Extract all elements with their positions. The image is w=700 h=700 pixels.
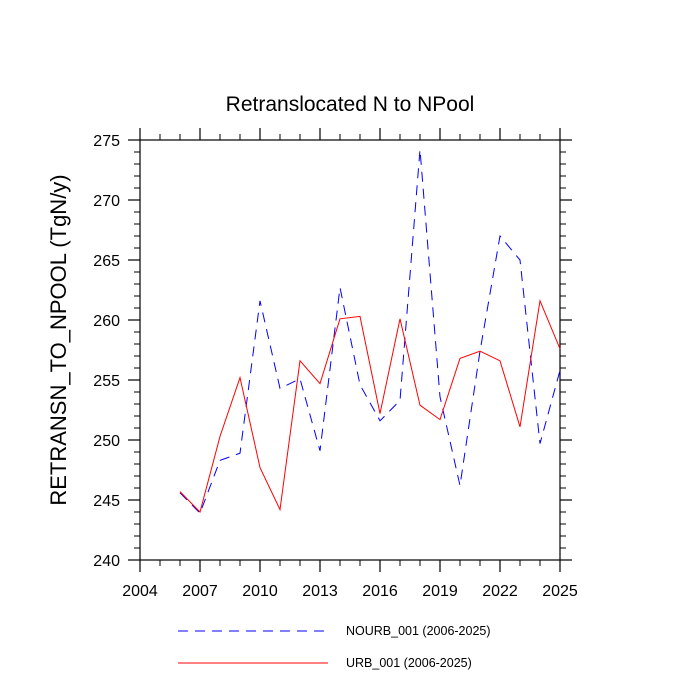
y-tick-label: 265 [93, 253, 120, 270]
legend: NOURB_001 (2006-2025) URB_001 (2006-2025) [178, 624, 491, 670]
tick-labels: 2004 2007 2010 2013 2016 2019 2022 2025 240 245 25… [93, 133, 578, 600]
chart-title: Retranslocated N to NPool [226, 93, 475, 116]
x-tick-label: 2013 [302, 583, 338, 600]
x-tick-label: 2022 [482, 583, 518, 600]
y-axis-label: RETRANSN_TO_NPOOL (TgN/y) [46, 174, 71, 505]
legend-label-2: URB_001 (2006-2025) [346, 656, 472, 670]
series-lines [179, 149, 561, 515]
x-tick-label: 2007 [182, 583, 218, 600]
y-tick-label: 240 [93, 553, 120, 570]
x-tick-label: 2019 [422, 583, 458, 600]
y-tick-label: 260 [93, 313, 120, 330]
x-tick-label: 2016 [362, 583, 398, 600]
legend-label-1: NOURB_001 (2006-2025) [346, 624, 491, 638]
series-line-1 [179, 149, 561, 515]
y-tick-label: 275 [93, 133, 120, 150]
y-tick-label: 250 [93, 433, 120, 450]
y-tick-label: 255 [93, 373, 120, 390]
x-tick-label: 2025 [542, 583, 578, 600]
y-tick-label: 245 [93, 493, 120, 510]
x-tick-label: 2010 [242, 583, 278, 600]
series-line-2 [179, 298, 561, 513]
axis-ticks [128, 128, 572, 572]
x-tick-label: 2004 [122, 583, 158, 600]
plot-frame [139, 139, 561, 561]
y-tick-label: 270 [93, 193, 120, 210]
